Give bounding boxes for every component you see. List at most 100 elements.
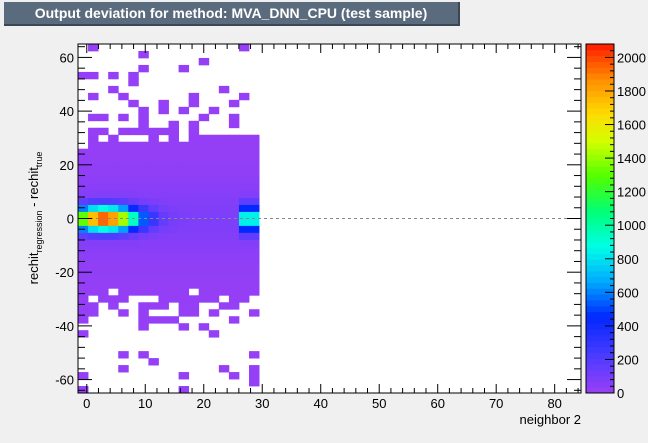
heatmap-bin <box>168 225 179 233</box>
heatmap-bin <box>188 253 200 261</box>
heatmap-bin <box>128 204 139 212</box>
heatmap-bin <box>178 141 190 150</box>
x-tick-label: 10 <box>138 396 152 411</box>
heatmap-bin <box>88 253 99 261</box>
heatmap-bin <box>148 183 159 191</box>
z-tick-label: 600 <box>617 285 639 300</box>
heatmap-bin <box>228 316 240 324</box>
heatmap-bin <box>228 253 240 261</box>
heatmap-bin <box>148 190 159 198</box>
palette-band <box>586 142 614 150</box>
heatmap-bin <box>128 162 139 171</box>
heatmap-bin <box>249 204 260 212</box>
heatmap-bin <box>118 197 129 205</box>
palette-band <box>586 323 614 330</box>
heatmap-bin <box>168 295 179 303</box>
heatmap-bin <box>148 232 159 240</box>
heatmap-bin <box>158 281 169 289</box>
heatmap-bin <box>188 141 200 150</box>
heatmap-bin <box>78 197 89 205</box>
heatmap-bin <box>88 190 99 198</box>
y-tick-label: 40 <box>60 104 74 119</box>
heatmap-bin <box>128 274 139 282</box>
palette-band <box>586 352 614 359</box>
heatmap-bin <box>178 253 190 261</box>
heatmap-bin <box>198 134 210 143</box>
heatmap-bin <box>108 169 119 178</box>
heatmap-bin <box>88 246 99 254</box>
heatmap-bin <box>118 155 129 164</box>
heatmap-bin <box>218 85 230 94</box>
heatmap-bin <box>208 232 220 240</box>
heatmap-bin <box>158 141 169 150</box>
heatmap-bin <box>208 106 220 115</box>
heatmap-bin <box>218 218 230 226</box>
heatmap-bin <box>178 169 190 178</box>
heatmap-bin <box>148 169 159 178</box>
heatmap-bin <box>98 197 109 205</box>
heatmap-bin <box>168 169 179 178</box>
heatmap-bin <box>88 134 99 143</box>
heatmap-bin <box>88 218 99 226</box>
heatmap-bin <box>138 169 149 178</box>
y-axis-title-sub1: regression <box>34 211 44 253</box>
heatmap-bin <box>228 267 240 275</box>
heatmap-bin <box>138 204 149 212</box>
heatmap-bin <box>88 127 99 136</box>
heatmap-bin <box>108 71 119 80</box>
heatmap-bin <box>178 176 190 184</box>
palette-band <box>586 253 614 260</box>
heatmap-bin <box>178 232 190 240</box>
palette-band <box>586 183 614 190</box>
heatmap-bin <box>158 267 169 275</box>
palette-band <box>586 119 614 126</box>
heatmap-bin <box>148 148 159 157</box>
heatmap-bin <box>178 183 190 191</box>
heatmap-bin <box>188 295 200 303</box>
heatmap-bin <box>249 211 260 219</box>
heatmap-bin <box>88 239 99 247</box>
heatmap-bin <box>228 372 240 380</box>
heatmap-bin <box>218 232 230 240</box>
palette-band <box>586 265 614 272</box>
heatmap-bin <box>118 225 129 233</box>
heatmap-bin <box>178 309 190 317</box>
heatmap-bin <box>198 267 210 275</box>
heatmap-bin <box>168 232 179 240</box>
heatmap-bin <box>208 211 220 219</box>
heatmap-bin <box>158 183 169 191</box>
heatmap-bin <box>88 162 99 171</box>
heatmap-bin <box>148 267 159 275</box>
heatmap-bin <box>168 246 179 254</box>
heatmap-bin <box>148 197 159 205</box>
z-tick-label: 200 <box>617 352 639 367</box>
heatmap-bin <box>78 309 89 317</box>
heatmap-bin <box>238 141 250 150</box>
heatmap-bin <box>78 162 89 171</box>
heatmap-bin <box>108 141 119 150</box>
heatmap-bin <box>108 204 119 212</box>
palette-band <box>586 84 614 92</box>
palette-band <box>586 387 614 394</box>
heatmap-bin <box>78 288 89 296</box>
heatmap-bin <box>78 253 89 261</box>
heatmap-bin <box>249 134 260 143</box>
heatmap-bin <box>249 218 260 226</box>
heatmap-bin <box>128 288 139 296</box>
heatmap-bin <box>138 120 149 129</box>
heatmap-bin <box>118 351 129 359</box>
heatmap-bin <box>88 267 99 275</box>
heatmap-bin <box>249 183 260 191</box>
palette-band <box>586 259 614 266</box>
heatmap-bin <box>208 295 220 303</box>
heatmap-bin <box>128 148 139 157</box>
heatmap-bin <box>118 232 129 240</box>
heatmap-bin <box>138 127 149 136</box>
heatmap-bin <box>88 309 99 317</box>
heatmap-bin <box>98 232 109 240</box>
heatmap-bin <box>108 302 119 310</box>
heatmap-bin <box>228 148 240 157</box>
heatmap-bin <box>188 218 200 226</box>
heatmap-bin <box>218 365 230 373</box>
heatmap-bin <box>158 204 169 212</box>
